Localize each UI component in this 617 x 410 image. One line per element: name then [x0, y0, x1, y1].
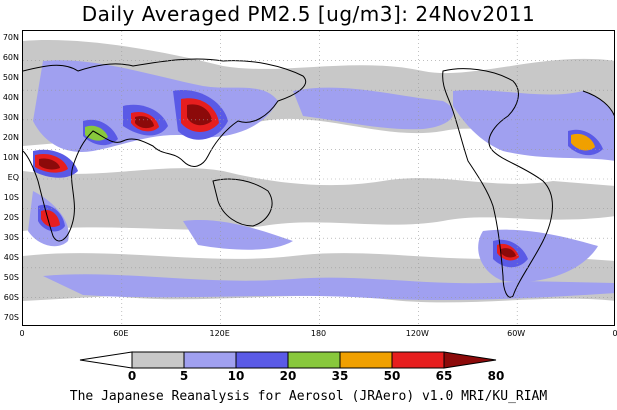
lon-label: 0: [612, 329, 617, 338]
lon-label: 120E: [209, 329, 230, 338]
colorbar-segment: [235, 351, 289, 369]
lat-label: 40N: [2, 93, 19, 102]
lat-label: 30N: [2, 113, 19, 122]
colorbar-segment-low: [79, 351, 133, 369]
colorbar-label: 80: [487, 369, 505, 383]
footer-credit: The Japanese Reanalysis for Aerosol (JRA…: [69, 389, 548, 404]
lon-label: 60E: [113, 329, 129, 338]
lat-label: 60N: [2, 53, 19, 62]
lon-label: 60W: [507, 329, 526, 338]
pm25-map: [22, 30, 615, 326]
colorbar-label: 65: [435, 369, 453, 383]
colorbar-label: 50: [383, 369, 401, 383]
graticule: [23, 31, 614, 325]
colorbar-segment: [391, 351, 445, 369]
colorbar-label: 0: [127, 369, 137, 383]
lat-label: 70S: [3, 313, 19, 322]
colorbar-segment: [287, 351, 341, 369]
colorbar-label: 35: [331, 369, 349, 383]
lon-label: 180: [310, 329, 327, 338]
lat-label: 10N: [2, 153, 19, 162]
colorbar-label: 20: [279, 369, 297, 383]
colorbar-segment: [339, 351, 393, 369]
lat-label: 60S: [3, 293, 19, 302]
lat-label: 40S: [3, 253, 19, 262]
lat-label: 50S: [3, 273, 19, 282]
lat-label: 20N: [2, 133, 19, 142]
lat-label: 50N: [2, 73, 19, 82]
lat-label: EQ: [7, 173, 19, 182]
map-title: Daily Averaged PM2.5 [ug/m3]: 24Nov2011: [81, 2, 536, 26]
lat-label: 10S: [3, 193, 19, 202]
colorbar: [79, 351, 497, 369]
lat-label: 20S: [3, 213, 19, 222]
map-canvas: [23, 31, 614, 325]
lat-label: 30S: [3, 233, 19, 242]
colorbar-segment: [183, 351, 237, 369]
colorbar-segment-high: [443, 351, 497, 369]
pollution-extreme: [39, 104, 516, 258]
colorbar-label: 5: [179, 369, 189, 383]
colorbar-segment: [131, 351, 185, 369]
lat-label: 70N: [2, 33, 19, 42]
colorbar-label: 10: [227, 369, 245, 383]
lon-label: 120W: [405, 329, 429, 338]
coastlines: [23, 58, 614, 298]
lon-label: 0: [19, 329, 25, 338]
